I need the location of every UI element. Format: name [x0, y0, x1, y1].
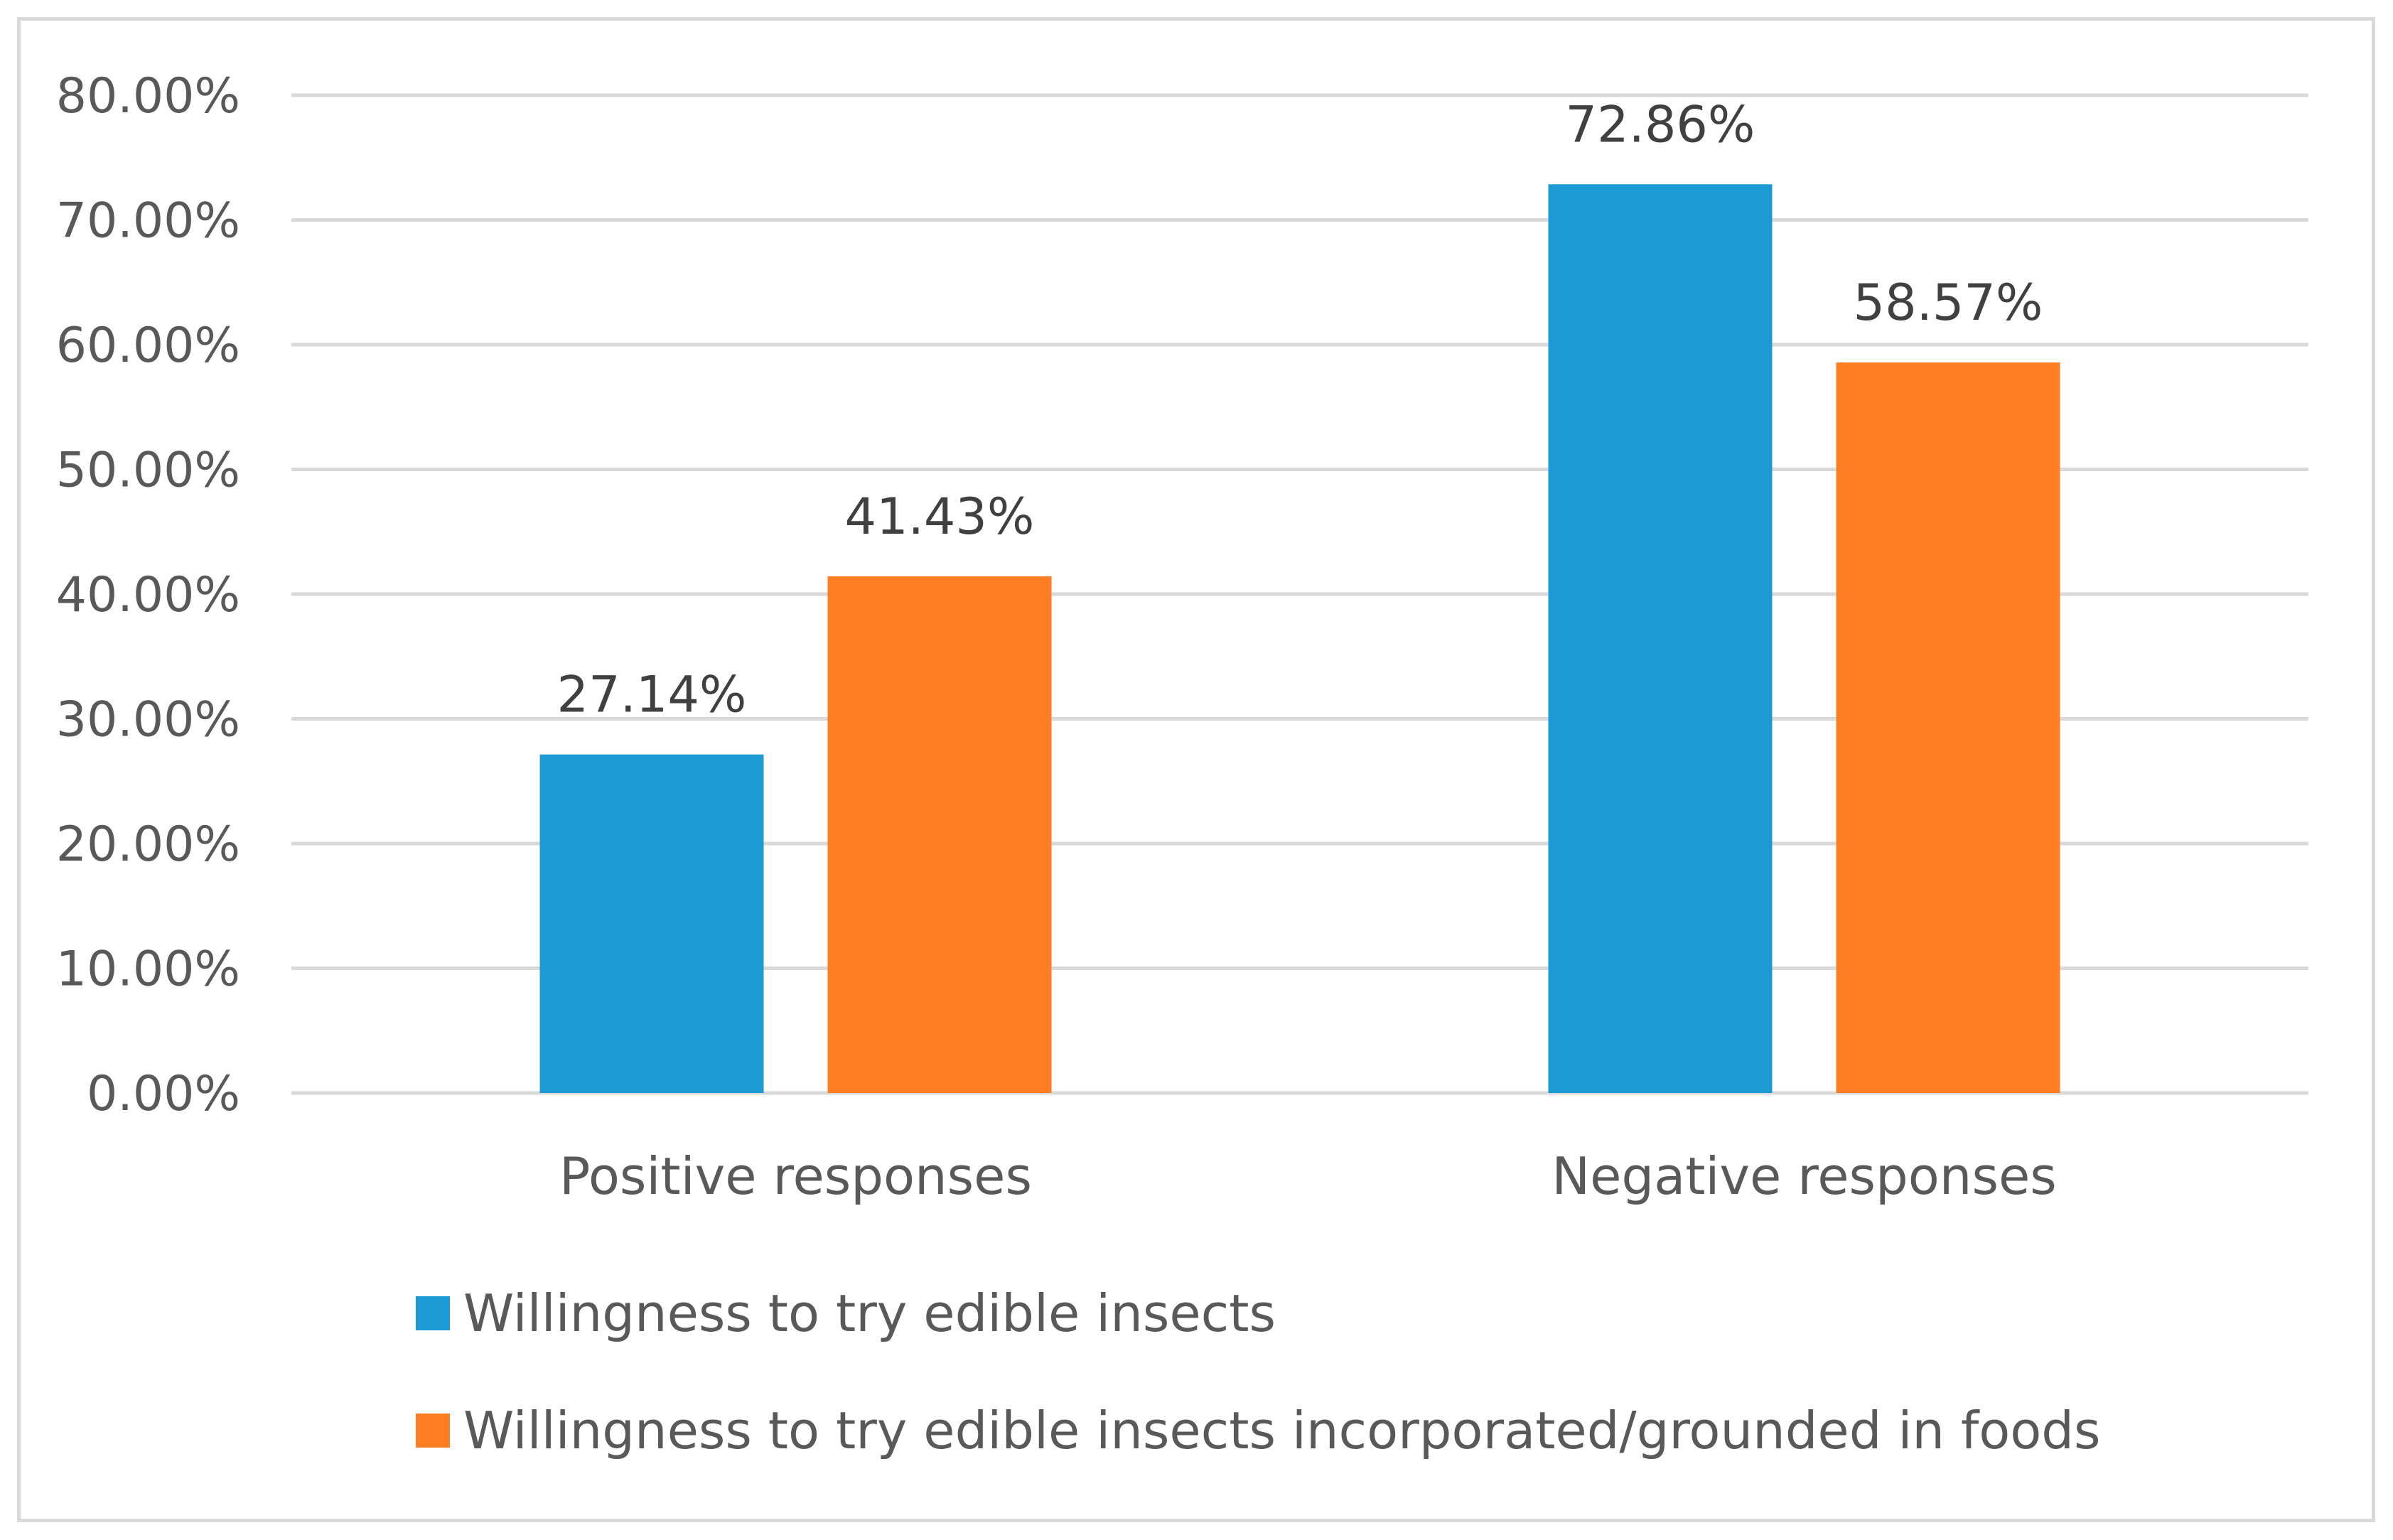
data-label: 27.14%: [557, 666, 747, 724]
category-axis-labels: Positive responses Negative responses: [559, 1146, 2057, 1206]
category-label: Positive responses: [559, 1146, 1032, 1206]
data-labels: 27.14% 41.43% 72.86% 58.57%: [557, 95, 2043, 723]
y-tick-label: 20.00%: [56, 817, 240, 873]
y-tick-label: 40.00%: [56, 567, 240, 623]
y-tick-label: 30.00%: [56, 692, 240, 748]
category-label: Negative responses: [1552, 1146, 2057, 1206]
data-label: 72.86%: [1566, 95, 1755, 154]
y-axis-tick-labels: 0.00% 10.00% 20.00% 30.00% 40.00% 50.00% 60.00…: [56, 68, 240, 1122]
legend-label: Willingness to try edible insects: [463, 1283, 1276, 1343]
bar-incorporated-positive: [827, 576, 1052, 1093]
legend-swatch: [416, 1414, 450, 1448]
legend-label: Willingness to try edible insects incorp…: [463, 1401, 2101, 1460]
y-tick-label: 60.00%: [56, 318, 240, 374]
y-tick-label: 10.00%: [56, 942, 240, 998]
y-tick-label: 70.00%: [56, 193, 240, 249]
y-tick-label: 80.00%: [56, 68, 240, 124]
legend: Willingness to try edible insects Willing…: [416, 1283, 2101, 1460]
data-label: 41.43%: [845, 488, 1035, 546]
y-tick-label: 0.00%: [87, 1066, 240, 1122]
data-label: 58.57%: [1854, 274, 2043, 332]
bar-incorporated-negative: [1836, 362, 2060, 1094]
legend-swatch: [416, 1296, 450, 1330]
bar-insects-positive: [539, 754, 764, 1093]
bar-insects-negative: [1548, 184, 1773, 1093]
bars: [539, 184, 2060, 1094]
y-tick-label: 50.00%: [56, 443, 240, 499]
